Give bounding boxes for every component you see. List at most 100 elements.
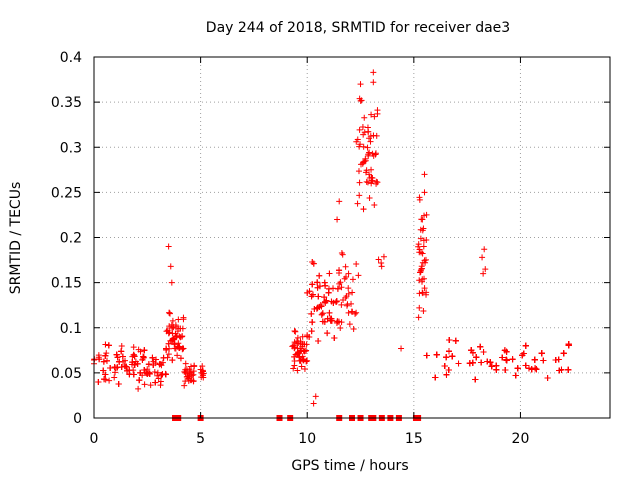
data-point [415, 241, 422, 248]
data-point [372, 151, 379, 158]
data-point [418, 278, 425, 285]
data-point [503, 348, 510, 355]
data-point [319, 310, 326, 317]
data-point [174, 352, 181, 359]
data-point [473, 354, 480, 361]
data-point [416, 194, 423, 201]
data-point [371, 201, 378, 208]
data-point [363, 178, 370, 185]
data-point [419, 259, 426, 266]
data-point [353, 260, 360, 267]
data-point [291, 345, 298, 352]
data-point [130, 344, 137, 351]
data-point [119, 353, 126, 360]
data-point [479, 254, 486, 261]
data-point [141, 381, 148, 388]
data-point [330, 299, 337, 306]
data-point [378, 263, 385, 270]
data-point [103, 357, 110, 364]
chart-title: Day 244 of 2018, SRMTID for receiver dae… [206, 20, 510, 36]
data-point [441, 362, 448, 369]
data-point [101, 376, 108, 383]
data-point [336, 198, 343, 205]
data-point [481, 246, 488, 253]
data-point [502, 366, 509, 373]
data-point [165, 351, 172, 358]
data-point [185, 375, 192, 382]
data-point [353, 138, 360, 145]
data-point [334, 318, 341, 325]
data-point [493, 366, 500, 373]
data-point [420, 225, 427, 232]
data-point [106, 377, 113, 384]
data-point [124, 367, 131, 374]
axis-ticks [93, 56, 610, 419]
data-point [433, 351, 440, 358]
data-point [531, 356, 538, 363]
data-point [165, 340, 172, 347]
data-point [169, 357, 176, 364]
data-point [308, 328, 315, 335]
data-point [355, 272, 362, 279]
data-point [96, 356, 103, 363]
data-point [165, 243, 172, 250]
data-point [118, 363, 125, 370]
data-point [322, 298, 329, 305]
data-point [417, 235, 424, 242]
data-point [356, 143, 363, 150]
data-point [469, 349, 476, 356]
data-point [136, 377, 143, 384]
data-point [168, 279, 175, 286]
data-point [137, 369, 144, 376]
data-point [338, 301, 345, 308]
data-point [291, 353, 298, 360]
data-point [297, 357, 304, 364]
data-point [416, 249, 423, 256]
data-point [415, 314, 422, 321]
data-point [423, 236, 430, 243]
data-point [182, 360, 189, 367]
data-point [166, 310, 173, 317]
data-point [157, 361, 164, 368]
data-point [134, 360, 141, 367]
data-point [149, 354, 156, 361]
data-point [398, 345, 405, 352]
data-point [366, 149, 373, 156]
y-tick-label: 0.15 [51, 276, 82, 292]
data-point [309, 291, 316, 298]
data-point [294, 334, 301, 341]
data-point [371, 113, 378, 120]
data-point [365, 128, 372, 135]
data-point [355, 168, 362, 175]
data-point [420, 308, 427, 315]
data-point [370, 69, 377, 76]
data-point [322, 282, 329, 289]
data-point [169, 325, 176, 332]
data-point [368, 166, 375, 173]
data-point [365, 152, 372, 159]
data-point [316, 272, 323, 279]
data-point [446, 337, 453, 344]
data-point [366, 195, 373, 202]
data-point [297, 345, 304, 352]
data-point [370, 132, 377, 139]
data-point [487, 359, 494, 366]
data-point [179, 346, 186, 353]
data-point [558, 366, 565, 373]
data-point [374, 110, 381, 117]
data-point [368, 180, 375, 187]
data-point [95, 379, 102, 386]
data-point [112, 369, 119, 376]
data-point [380, 253, 387, 260]
data-point [105, 342, 112, 349]
data-point [348, 308, 355, 315]
data-point [100, 358, 107, 365]
data-point [362, 155, 369, 162]
data-point [560, 350, 567, 357]
data-point [308, 310, 315, 317]
data-point [290, 342, 297, 349]
data-point [314, 279, 321, 286]
data-point [318, 303, 325, 310]
data-point [370, 79, 377, 86]
data-point [164, 354, 171, 361]
